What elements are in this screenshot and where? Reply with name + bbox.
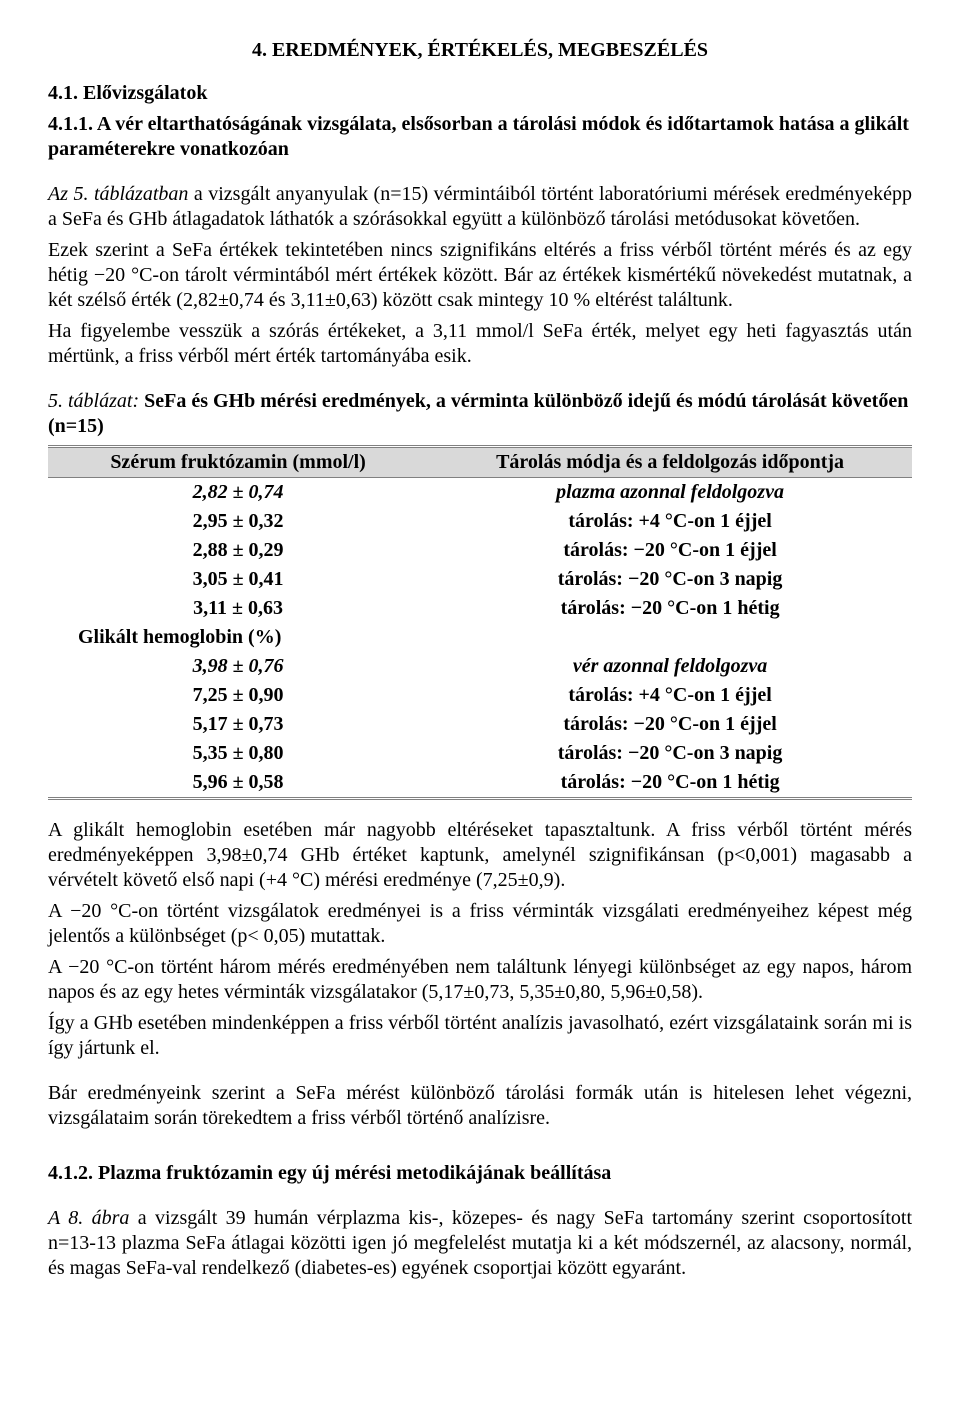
- paragraph: A glikált hemoglobin esetében már nagyob…: [48, 818, 912, 893]
- table-cell: 3,11 ± 0,63: [48, 594, 428, 623]
- subheader-cell: [428, 623, 912, 652]
- paragraph: A −20 °C-on történt három mérés eredmény…: [48, 955, 912, 1005]
- text-lead: A 8. ábra: [48, 1207, 129, 1229]
- table-cell: 7,25 ± 0,90: [48, 681, 428, 710]
- table-subheader-row: Glikált hemoglobin (%): [48, 623, 912, 652]
- results-table: Szérum fruktózamin (mmol/l) Tárolás módj…: [48, 445, 912, 800]
- paragraph: A 8. ábra a vizsgált 39 humán vérplazma …: [48, 1206, 912, 1281]
- subheader-cell: Glikált hemoglobin (%): [48, 623, 428, 652]
- table-cell: tárolás: −20 °C-on 1 éjjel: [428, 710, 912, 739]
- paragraph: Így a GHb esetében mindenképpen a friss …: [48, 1011, 912, 1061]
- paragraph: Ha figyelembe vesszük a szórás értékeket…: [48, 319, 912, 369]
- table-cell: tárolás: +4 °C-on 1 éjjel: [428, 681, 912, 710]
- table-cell: 5,35 ± 0,80: [48, 739, 428, 768]
- table-row: 3,98 ± 0,76 vér azonnal feldolgozva: [48, 652, 912, 681]
- paragraph: A −20 °C-on történt vizsgálatok eredmény…: [48, 899, 912, 949]
- table-row: 2,95 ± 0,32 tárolás: +4 °C-on 1 éjjel: [48, 507, 912, 536]
- table-cell: tárolás: −20 °C-on 1 hétig: [428, 768, 912, 799]
- paragraph: Az 5. táblázatban a vizsgált anyanyulak …: [48, 182, 912, 232]
- table-cell: 2,82 ± 0,74: [48, 478, 428, 508]
- table-cell: tárolás: −20 °C-on 3 napig: [428, 565, 912, 594]
- col-header: Tárolás módja és a feldolgozás időpontja: [428, 447, 912, 478]
- table-header-row: Szérum fruktózamin (mmol/l) Tárolás módj…: [48, 447, 912, 478]
- heading-4-1-2: 4.1.2. Plazma fruktózamin egy új mérési …: [48, 1161, 912, 1186]
- table-cell: tárolás: −20 °C-on 3 napig: [428, 739, 912, 768]
- table-row: 3,05 ± 0,41 tárolás: −20 °C-on 3 napig: [48, 565, 912, 594]
- table-cell: 5,17 ± 0,73: [48, 710, 428, 739]
- table-cell: tárolás: +4 °C-on 1 éjjel: [428, 507, 912, 536]
- table-cell: plazma azonnal feldolgozva: [428, 478, 912, 508]
- table-cell: 3,05 ± 0,41: [48, 565, 428, 594]
- heading-4-1-1: 4.1.1. A vér eltarthatóságának vizsgálat…: [48, 112, 912, 162]
- text-body: a vizsgált 39 humán vérplazma kis-, köze…: [48, 1207, 912, 1279]
- table-cell: 3,98 ± 0,76: [48, 652, 428, 681]
- table-cell: tárolás: −20 °C-on 1 hétig: [428, 594, 912, 623]
- caption-lead: 5. táblázat:: [48, 390, 139, 412]
- paragraph: Ezek szerint a SeFa értékek tekintetében…: [48, 238, 912, 313]
- table-cell: vér azonnal feldolgozva: [428, 652, 912, 681]
- table-row: 2,82 ± 0,74 plazma azonnal feldolgozva: [48, 478, 912, 508]
- table-row: 3,11 ± 0,63 tárolás: −20 °C-on 1 hétig: [48, 594, 912, 623]
- table-cell: 2,95 ± 0,32: [48, 507, 428, 536]
- table-row: 5,96 ± 0,58 tárolás: −20 °C-on 1 hétig: [48, 768, 912, 799]
- table-row: 5,17 ± 0,73 tárolás: −20 °C-on 1 éjjel: [48, 710, 912, 739]
- main-title: 4. EREDMÉNYEK, ÉRTÉKELÉS, MEGBESZÉLÉS: [48, 38, 912, 63]
- table-row: 2,88 ± 0,29 tárolás: −20 °C-on 1 éjjel: [48, 536, 912, 565]
- table-row: 7,25 ± 0,90 tárolás: +4 °C-on 1 éjjel: [48, 681, 912, 710]
- heading-4-1: 4.1. Elővizsgálatok: [48, 81, 912, 106]
- table-row: 5,35 ± 0,80 tárolás: −20 °C-on 3 napig: [48, 739, 912, 768]
- table-cell: 2,88 ± 0,29: [48, 536, 428, 565]
- col-header: Szérum fruktózamin (mmol/l): [48, 447, 428, 478]
- table-cell: tárolás: −20 °C-on 1 éjjel: [428, 536, 912, 565]
- caption-body: SeFa és GHb mérési eredmények, a vérmint…: [48, 390, 908, 437]
- table-cell: 5,96 ± 0,58: [48, 768, 428, 799]
- table-caption: 5. táblázat: SeFa és GHb mérési eredmény…: [48, 389, 912, 439]
- text-lead: Az 5. táblázatban: [48, 183, 188, 205]
- paragraph: Bár eredményeink szerint a SeFa mérést k…: [48, 1081, 912, 1131]
